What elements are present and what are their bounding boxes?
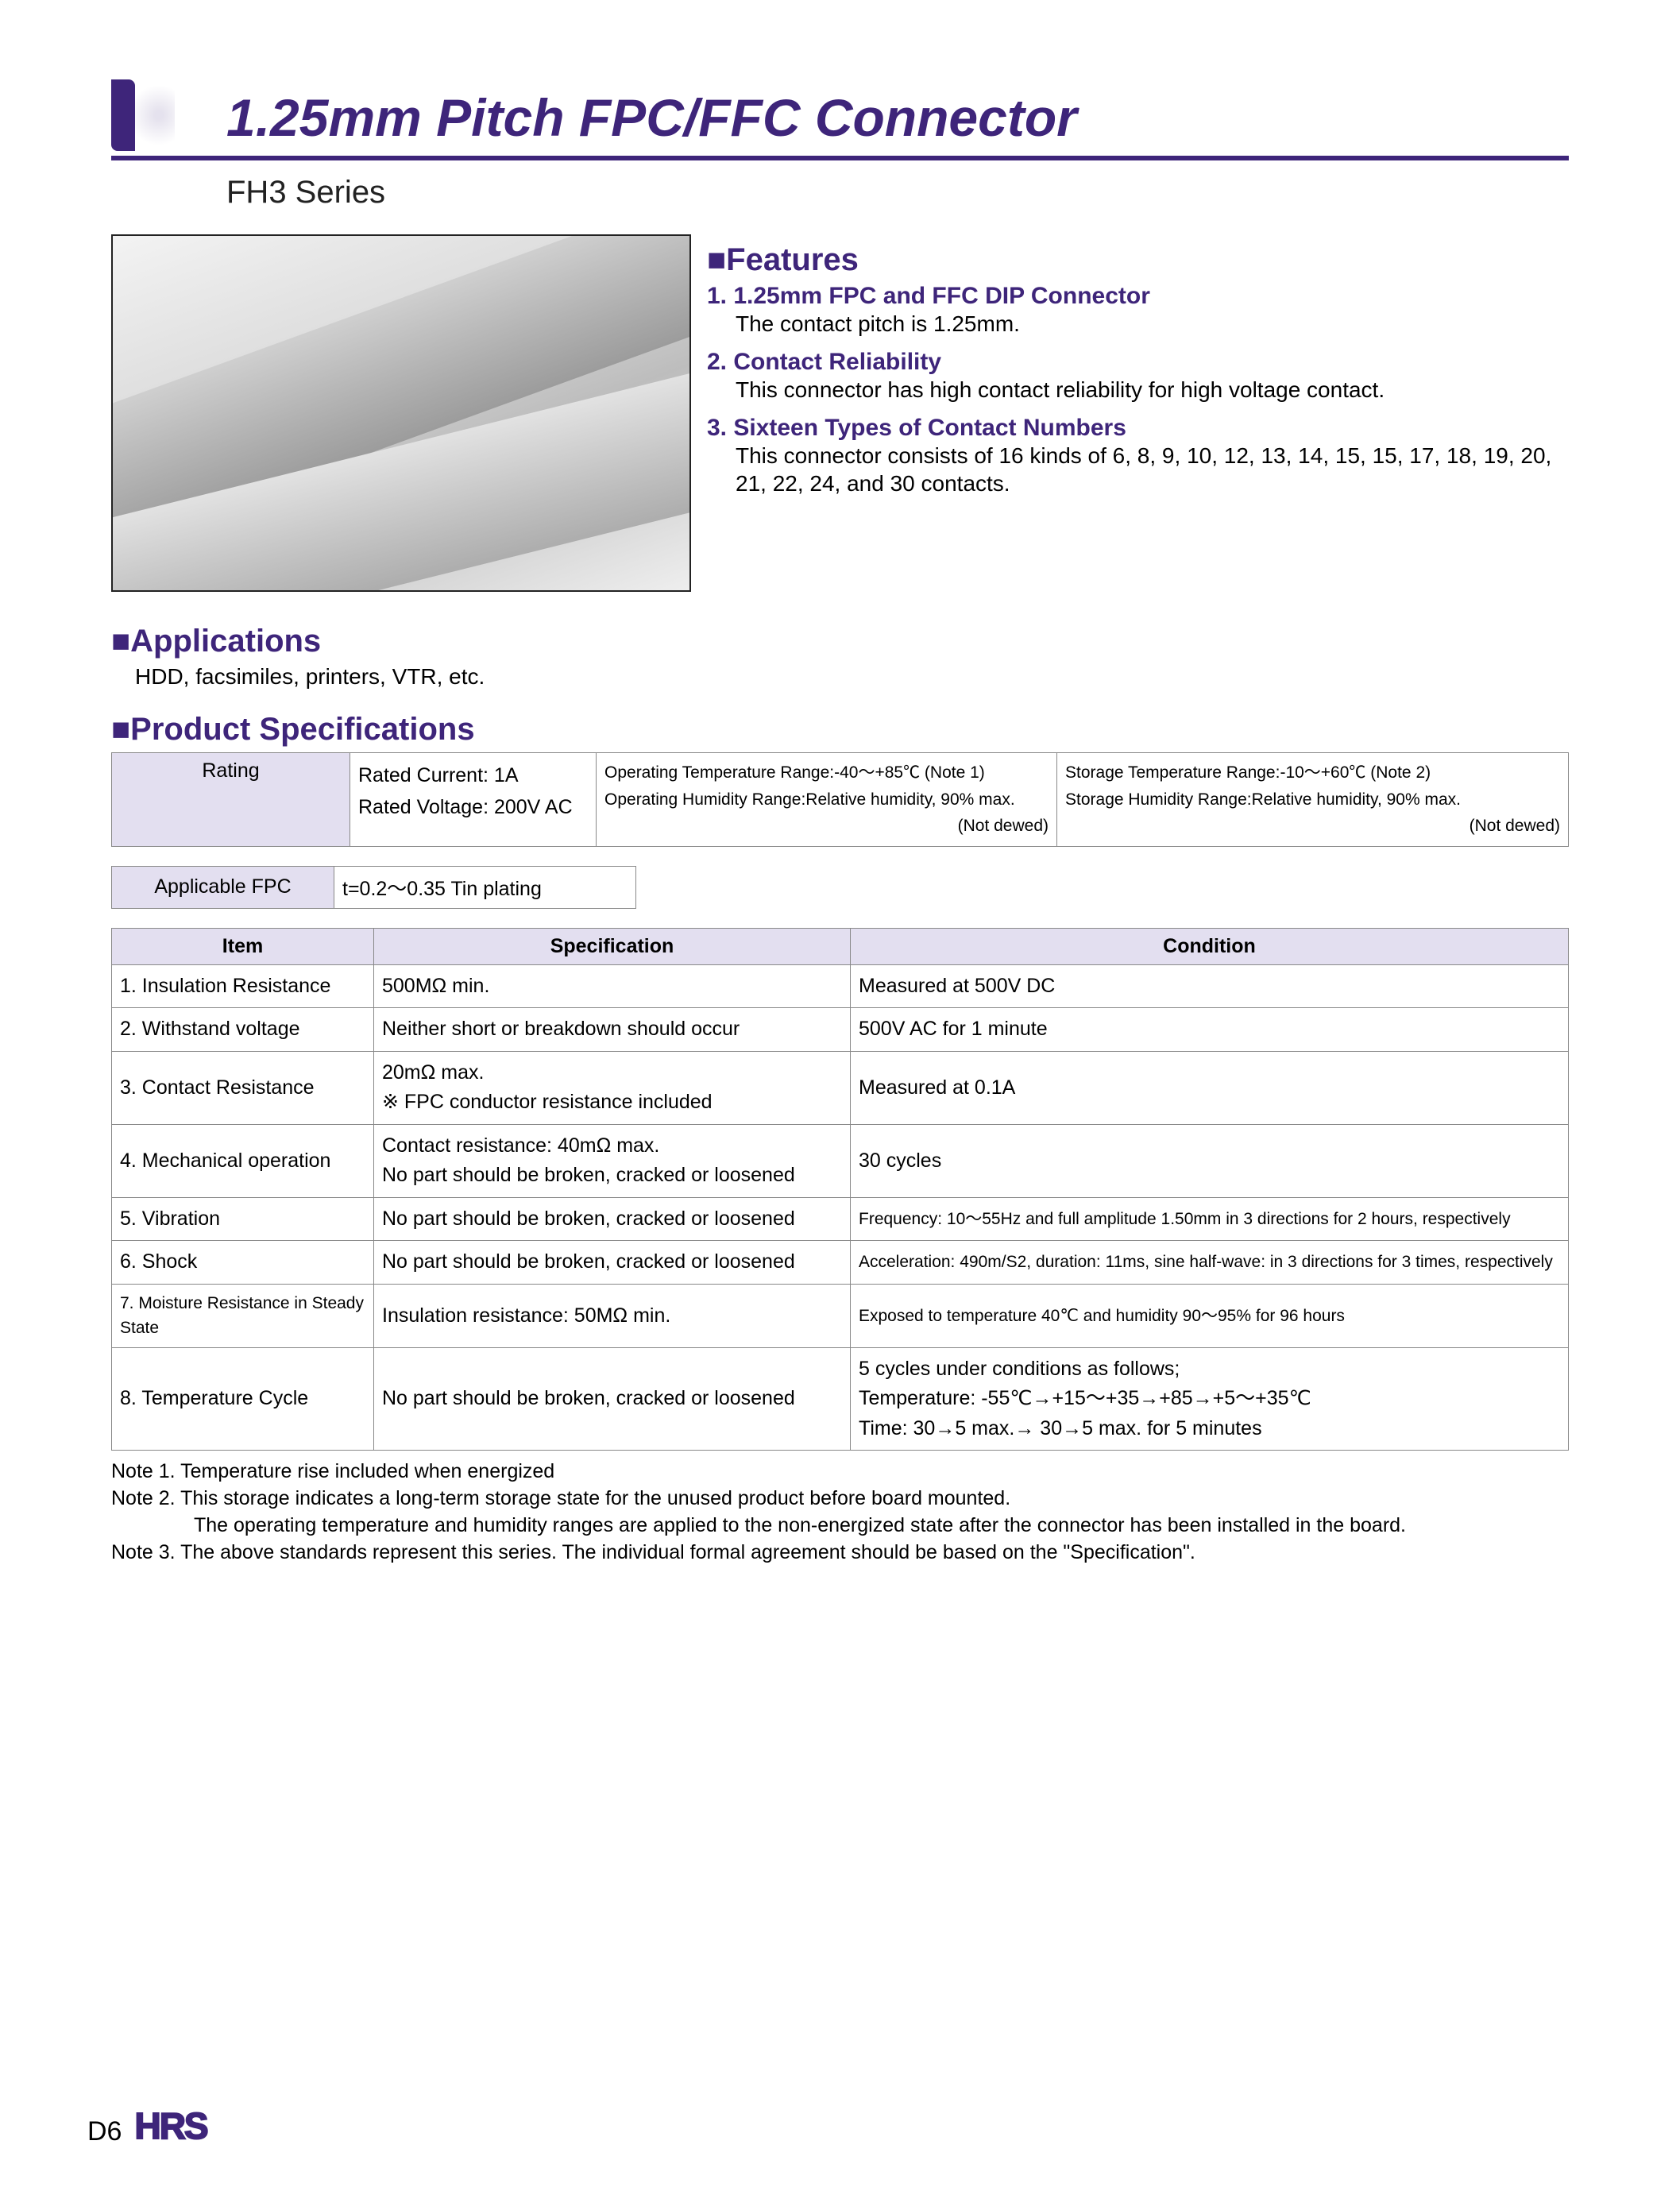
spec-table: ItemSpecificationCondition 1. Insulation…	[111, 928, 1569, 1451]
page-footer: D6 HRS	[87, 2104, 207, 2147]
applicable-fpc-table: Applicable FPC t=0.2～0.35 Tin plating	[111, 866, 636, 909]
table-cell: Measured at 500V DC	[851, 964, 1569, 1008]
table-cell: 5. Vibration	[112, 1197, 374, 1241]
note-line: Note 1. Temperature rise included when e…	[111, 1459, 1569, 1486]
table-row: 7. Moisture Resistance in Steady StateIn…	[112, 1284, 1569, 1347]
feature-body: This connector has high contact reliabil…	[707, 376, 1569, 404]
rating-storage: Storage Temperature Range:-10～+60℃ (Note…	[1057, 753, 1569, 847]
table-cell: Neither short or breakdown should occur	[374, 1008, 851, 1052]
feature-head: 3. Sixteen Types of Contact Numbers	[707, 415, 1569, 442]
table-cell: Acceleration: 490m/S2, duration: 11ms, s…	[851, 1241, 1569, 1285]
table-cell: Frequency: 10～55Hz and full amplitude 1.…	[851, 1197, 1569, 1241]
table-cell: 2. Withstand voltage	[112, 1008, 374, 1052]
table-row: 4. Mechanical operationContact resistanc…	[112, 1124, 1569, 1197]
applications-body: HDD, facsimiles, printers, VTR, etc.	[111, 664, 1569, 690]
table-cell: No part should be broken, cracked or loo…	[374, 1241, 851, 1285]
table-row: 2. Withstand voltageNeither short or bre…	[112, 1008, 1569, 1052]
series-subtitle: FH3 Series	[111, 175, 1569, 211]
table-row: 3. Contact Resistance20mΩ max. ※ FPC con…	[112, 1051, 1569, 1124]
page-number: D6	[87, 2116, 122, 2147]
note-line: Note 3. The above standards represent th…	[111, 1540, 1569, 1567]
table-cell: No part should be broken, cracked or loo…	[374, 1347, 851, 1451]
fpc-value: t=0.2～0.35 Tin plating	[334, 866, 636, 908]
hero-row: ■Features 1. 1.25mm FPC and FFC DIP Conn…	[111, 234, 1569, 592]
table-cell: 20mΩ max. ※ FPC conductor resistance inc…	[374, 1051, 851, 1124]
table-cell: 500V AC for 1 minute	[851, 1008, 1569, 1052]
table-cell: 3. Contact Resistance	[112, 1051, 374, 1124]
features-heading: ■Features	[707, 242, 1569, 278]
applications-heading: ■Applications	[111, 624, 1569, 659]
table-row: 1. Insulation Resistance500MΩ min.Measur…	[112, 964, 1569, 1008]
brand-logo: HRS	[134, 2104, 207, 2147]
table-cell: Measured at 0.1A	[851, 1051, 1569, 1124]
feature-item: 3. Sixteen Types of Contact NumbersThis …	[707, 415, 1569, 497]
features-section: ■Features 1. 1.25mm FPC and FFC DIP Conn…	[707, 234, 1569, 592]
page-title: 1.25mm Pitch FPC/FFC Connector	[111, 87, 1569, 148]
applications-section: ■Applications HDD, facsimiles, printers,…	[111, 624, 1569, 690]
feature-body: The contact pitch is 1.25mm.	[707, 310, 1569, 338]
table-row: 8. Temperature CycleNo part should be br…	[112, 1347, 1569, 1451]
table-cell: 5 cycles under conditions as follows; Te…	[851, 1347, 1569, 1451]
rating-table: Rating Rated Current: 1A Rated Voltage: …	[111, 752, 1569, 847]
note-line: The operating temperature and humidity r…	[111, 1513, 1569, 1540]
spec-header: Specification	[374, 928, 851, 964]
title-rule	[111, 156, 1569, 160]
feature-body: This connector consists of 16 kinds of 6…	[707, 442, 1569, 497]
rating-operating: Operating Temperature Range:-40～+85℃ (No…	[597, 753, 1057, 847]
rating-label: Rating	[112, 753, 350, 847]
fpc-label: Applicable FPC	[112, 866, 334, 908]
table-cell: 30 cycles	[851, 1124, 1569, 1197]
title-bar: 1.25mm Pitch FPC/FFC Connector	[111, 87, 1569, 148]
spec-header: Item	[112, 928, 374, 964]
note-line: Note 2. This storage indicates a long-te…	[111, 1486, 1569, 1513]
notes: Note 1. Temperature rise included when e…	[111, 1459, 1569, 1566]
table-cell: Insulation resistance: 50MΩ min.	[374, 1284, 851, 1347]
feature-item: 1. 1.25mm FPC and FFC DIP ConnectorThe c…	[707, 283, 1569, 338]
rating-values: Rated Current: 1A Rated Voltage: 200V AC	[350, 753, 597, 847]
table-cell: Exposed to temperature 40℃ and humidity …	[851, 1284, 1569, 1347]
spec-header: Condition	[851, 928, 1569, 964]
table-cell: 4. Mechanical operation	[112, 1124, 374, 1197]
product-spec-heading: ■Product Specifications	[111, 712, 1569, 748]
table-cell: 6. Shock	[112, 1241, 374, 1285]
table-cell: 500MΩ min.	[374, 964, 851, 1008]
feature-head: 2. Contact Reliability	[707, 349, 1569, 376]
feature-item: 2. Contact ReliabilityThis connector has…	[707, 349, 1569, 404]
feature-head: 1. 1.25mm FPC and FFC DIP Connector	[707, 283, 1569, 310]
table-cell: Contact resistance: 40mΩ max. No part sh…	[374, 1124, 851, 1197]
table-cell: 1. Insulation Resistance	[112, 964, 374, 1008]
table-row: 6. ShockNo part should be broken, cracke…	[112, 1241, 1569, 1285]
table-row: 5. VibrationNo part should be broken, cr…	[112, 1197, 1569, 1241]
table-cell: 8. Temperature Cycle	[112, 1347, 374, 1451]
table-cell: No part should be broken, cracked or loo…	[374, 1197, 851, 1241]
table-cell: 7. Moisture Resistance in Steady State	[112, 1284, 374, 1347]
title-tab-decoration	[111, 79, 135, 151]
product-image	[111, 234, 691, 592]
